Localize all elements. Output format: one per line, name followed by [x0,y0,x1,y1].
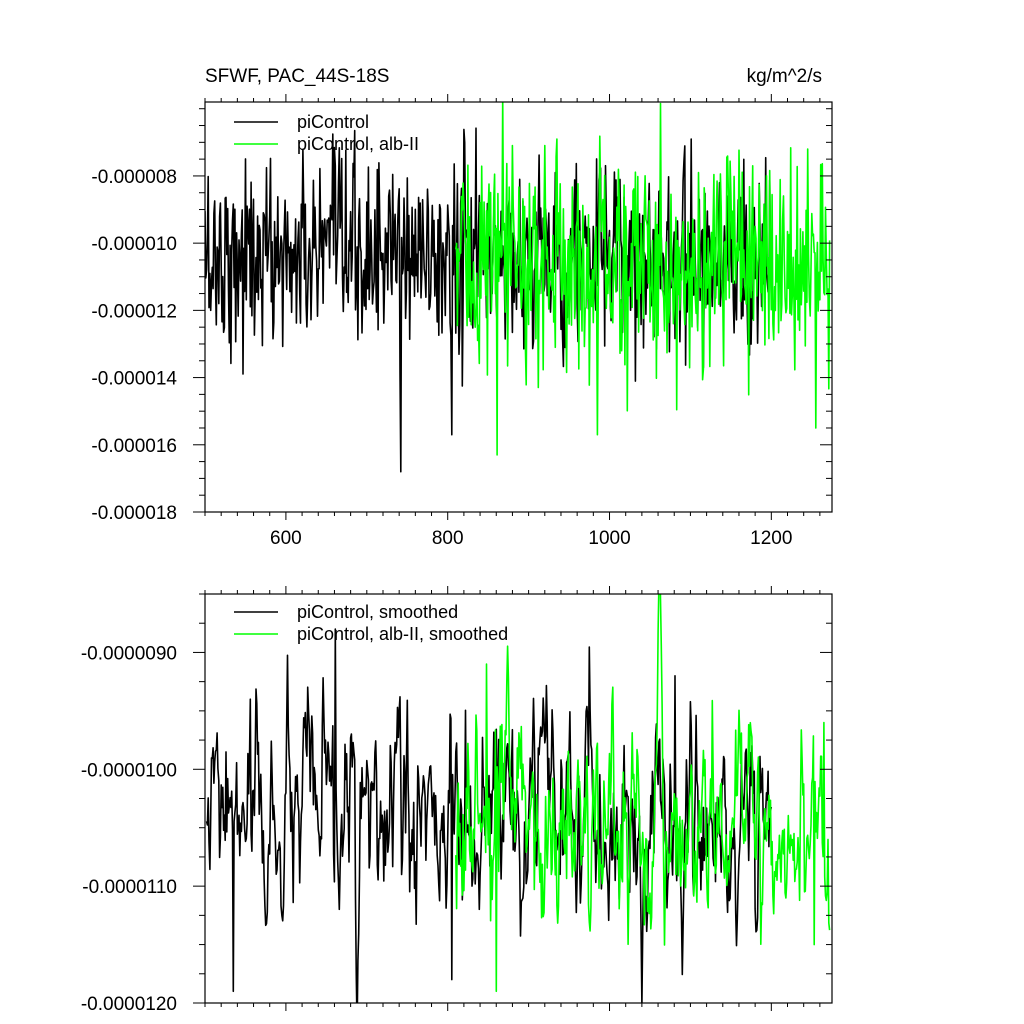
top-chart-title: SFWF, PAC_44S-18S [205,66,389,87]
bottom-series-line-2 [455,594,831,993]
top-x-ticks [204,94,821,520]
bottom-series-group [205,594,831,1003]
top-x-tick-label: 800 [432,528,464,549]
top-x-tick-label: 1200 [750,528,792,549]
top-y-tick-label: -0.000018 [91,503,177,524]
top-y-tick-label: -0.000014 [91,369,177,390]
top-series-group [205,102,831,473]
bottom-y-tick-label: -0.0000120 [81,994,177,1015]
top-legend-label: piControl [297,112,369,132]
bottom-legend-label: piControl, smoothed [297,602,458,622]
top-units-label: kg/m^2/s [747,66,822,87]
top-legend-label: piControl, alb-II [297,134,419,154]
top-plot-frame [204,101,833,513]
bottom-panel: -0.0000120 -0.0000110 -0.0000100 -0.0000090… [81,586,833,1015]
bottom-legend-label: piControl, alb-II, smoothed [297,624,508,644]
bottom-y-tick-label: -0.0000090 [81,643,177,664]
bottom-y-tick-label: -0.0000100 [81,760,177,781]
top-y-ticks [193,108,832,513]
bottom-x-ticks [204,586,821,1011]
top-y-tick-label: -0.000016 [91,436,177,457]
top-y-tick-label: -0.000008 [91,167,177,188]
top-y-tick-label: -0.000010 [91,234,177,255]
top-series-line-2 [455,102,831,456]
top-panel: 600 800 1000 1200 -0.000018 -0.000016 -0.00001… [91,66,833,549]
top-y-tick-label: -0.000012 [91,301,177,322]
bottom-y-ticks [193,593,832,1004]
bottom-y-tick-label: -0.0000110 [82,877,177,898]
top-x-tick-label: 1000 [588,528,630,549]
top-x-tick-label: 600 [270,528,302,549]
